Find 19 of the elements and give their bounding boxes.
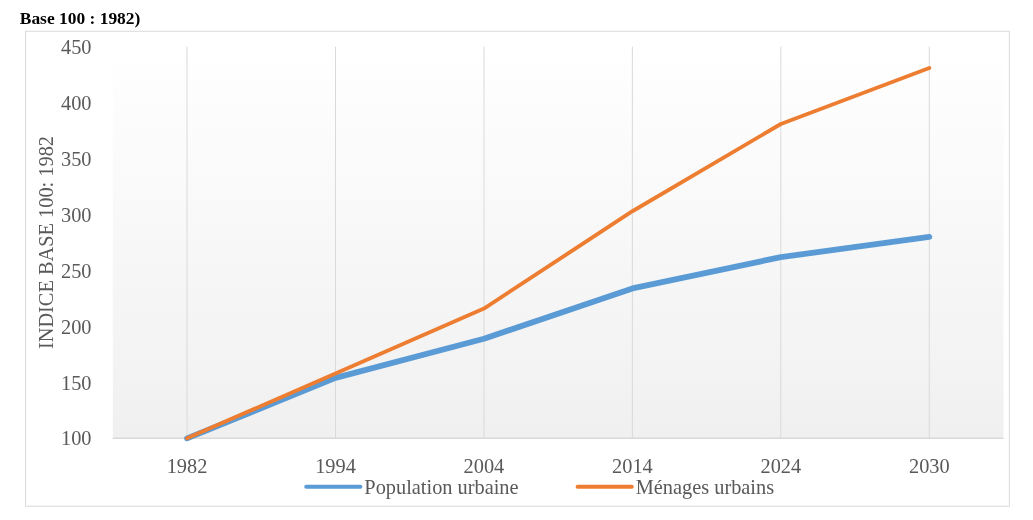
y-axis-title: INDICE BASE 100: 1982	[34, 136, 57, 350]
x-tick-label: 2030	[908, 455, 950, 478]
x-tick-label: 2004	[463, 455, 505, 478]
line-series	[185, 66, 932, 441]
y-tick-label: 250	[60, 259, 92, 282]
x-tick-label: 1994	[315, 455, 356, 478]
x-tick-label: 2024	[760, 455, 802, 478]
y-tick-label: 200	[60, 315, 92, 338]
y-tick-label: 300	[60, 203, 92, 226]
x-tick-label: 2014	[612, 455, 653, 478]
legend-label: Ménages urbains	[635, 475, 775, 499]
chart-title: Base 100 : 1982)	[19, 7, 141, 28]
y-tick-label: 150	[60, 371, 92, 394]
x-tick-label: 1982	[166, 455, 208, 478]
y-tick-label: 450	[60, 35, 92, 58]
y-tick-label: 350	[60, 147, 92, 170]
y-tick-label: 400	[60, 91, 92, 114]
y-tick-label: 100	[60, 427, 92, 450]
legend-label: Population urbaine	[364, 475, 519, 499]
